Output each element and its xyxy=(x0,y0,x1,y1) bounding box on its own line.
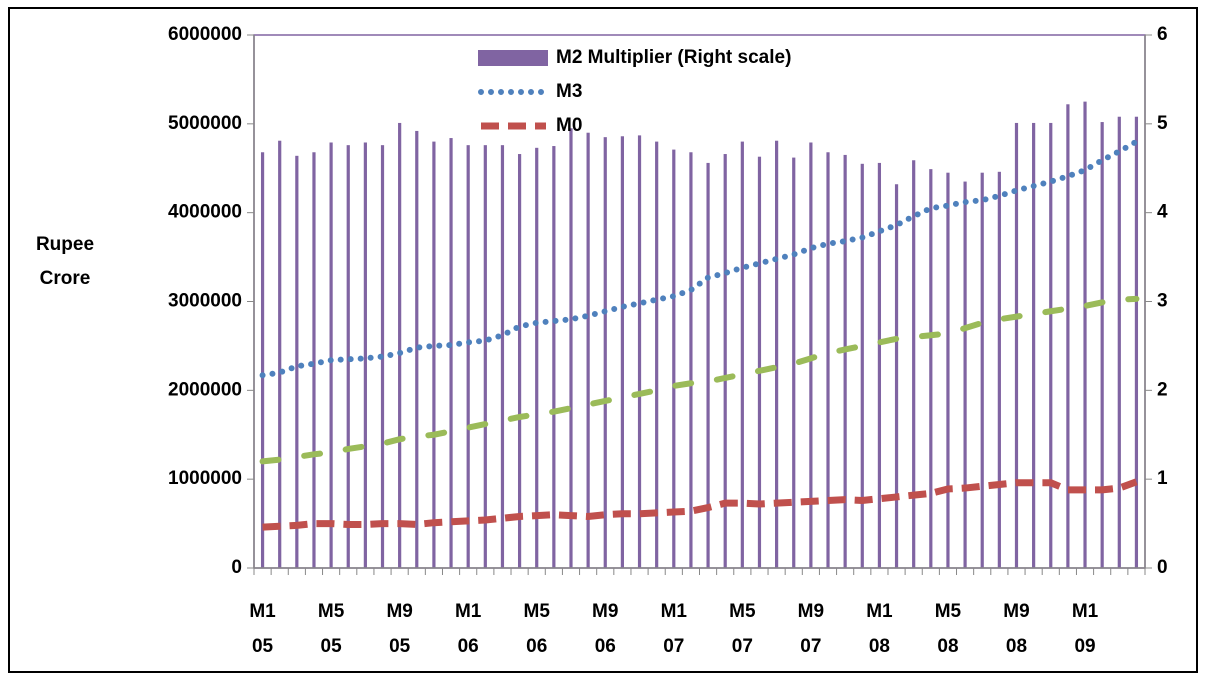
bar xyxy=(415,130,419,568)
x-tick-label: M1 06 xyxy=(455,601,482,657)
bar xyxy=(620,136,624,568)
plot-border xyxy=(253,34,1146,569)
bar xyxy=(466,145,470,569)
x-tick-label: M9 05 xyxy=(386,601,412,657)
y2-tick-label: 3 xyxy=(1157,291,1168,312)
bar xyxy=(672,149,676,568)
y-tick-label: 6000000 xyxy=(168,24,242,45)
y2-tick-label: 4 xyxy=(1157,202,1168,223)
bar xyxy=(483,145,487,569)
legend-label: M3 xyxy=(556,81,582,102)
bar xyxy=(860,163,864,568)
bar xyxy=(569,128,573,568)
y-tick-label: 0 xyxy=(231,557,242,578)
bar xyxy=(946,172,950,569)
x-tick-label: M1 05 xyxy=(249,601,276,657)
y-tick-label: 4000000 xyxy=(168,202,242,223)
y-tick-label: 3000000 xyxy=(168,291,242,312)
bar xyxy=(877,162,882,569)
bar xyxy=(723,154,727,568)
bar xyxy=(997,171,1001,568)
bar xyxy=(757,156,762,568)
bar xyxy=(792,157,796,568)
line xyxy=(259,138,1140,379)
y-tick-label: 1000000 xyxy=(168,468,242,489)
bar xyxy=(260,152,265,568)
legend-label: M0 xyxy=(556,115,582,136)
bar xyxy=(329,142,333,568)
bar xyxy=(980,172,984,569)
legend-label: M2 Multiplier (Right scale) xyxy=(556,47,791,68)
bar xyxy=(535,147,539,568)
x-tick-label: M9 07 xyxy=(798,601,824,657)
y-axis-label: Rupee Crore xyxy=(36,234,94,289)
bar xyxy=(1066,104,1070,568)
bar xyxy=(912,160,916,568)
y-tick-label: 2000000 xyxy=(168,379,242,400)
bar xyxy=(775,140,779,568)
bar xyxy=(295,155,299,568)
bar xyxy=(740,141,744,568)
bar xyxy=(432,141,436,568)
bar xyxy=(398,122,402,568)
bar xyxy=(689,152,693,568)
y2-tick-label: 0 xyxy=(1157,557,1168,578)
bar xyxy=(603,137,607,569)
bar xyxy=(843,154,847,569)
bar xyxy=(1014,122,1019,568)
bar xyxy=(706,162,710,569)
y2-tick-label: 5 xyxy=(1157,113,1168,134)
y2-tick-label: 6 xyxy=(1157,24,1168,45)
x-tick-label: M9 06 xyxy=(592,601,618,657)
x-tick-label: M5 08 xyxy=(935,601,962,657)
bar xyxy=(826,152,830,568)
bar xyxy=(500,145,505,569)
x-tick-label: M9 08 xyxy=(1003,601,1029,657)
y2-tick-label: 2 xyxy=(1157,379,1168,400)
x-tick-label: M1 08 xyxy=(866,601,893,657)
bar xyxy=(1049,122,1053,568)
bar xyxy=(894,184,899,569)
bar xyxy=(1100,122,1104,568)
line xyxy=(259,295,1140,465)
bar xyxy=(449,138,453,568)
x-tick-label: M5 07 xyxy=(729,601,756,657)
x-tick-label: M1 07 xyxy=(661,601,688,657)
bar xyxy=(1083,101,1087,568)
bar xyxy=(363,142,367,568)
line xyxy=(262,478,1138,531)
bar xyxy=(637,135,642,569)
bar xyxy=(278,140,282,568)
bar xyxy=(655,141,659,568)
frame xyxy=(8,7,1198,673)
y-tick-label: 5000000 xyxy=(168,113,242,134)
y2-tick-label: 1 xyxy=(1157,468,1168,489)
legend-swatch xyxy=(478,50,548,66)
bar xyxy=(552,146,556,568)
bar xyxy=(1117,116,1121,568)
x-tick-label: M5 05 xyxy=(318,601,345,657)
bar xyxy=(929,169,933,568)
bar xyxy=(1032,122,1036,568)
bar xyxy=(963,181,967,568)
bar xyxy=(346,145,350,569)
x-tick-label: M1 09 xyxy=(1072,601,1099,657)
bar xyxy=(312,152,316,568)
bar xyxy=(517,154,522,568)
x-tick-label: M5 06 xyxy=(524,601,551,657)
bar xyxy=(586,132,590,568)
bar xyxy=(1134,116,1139,568)
